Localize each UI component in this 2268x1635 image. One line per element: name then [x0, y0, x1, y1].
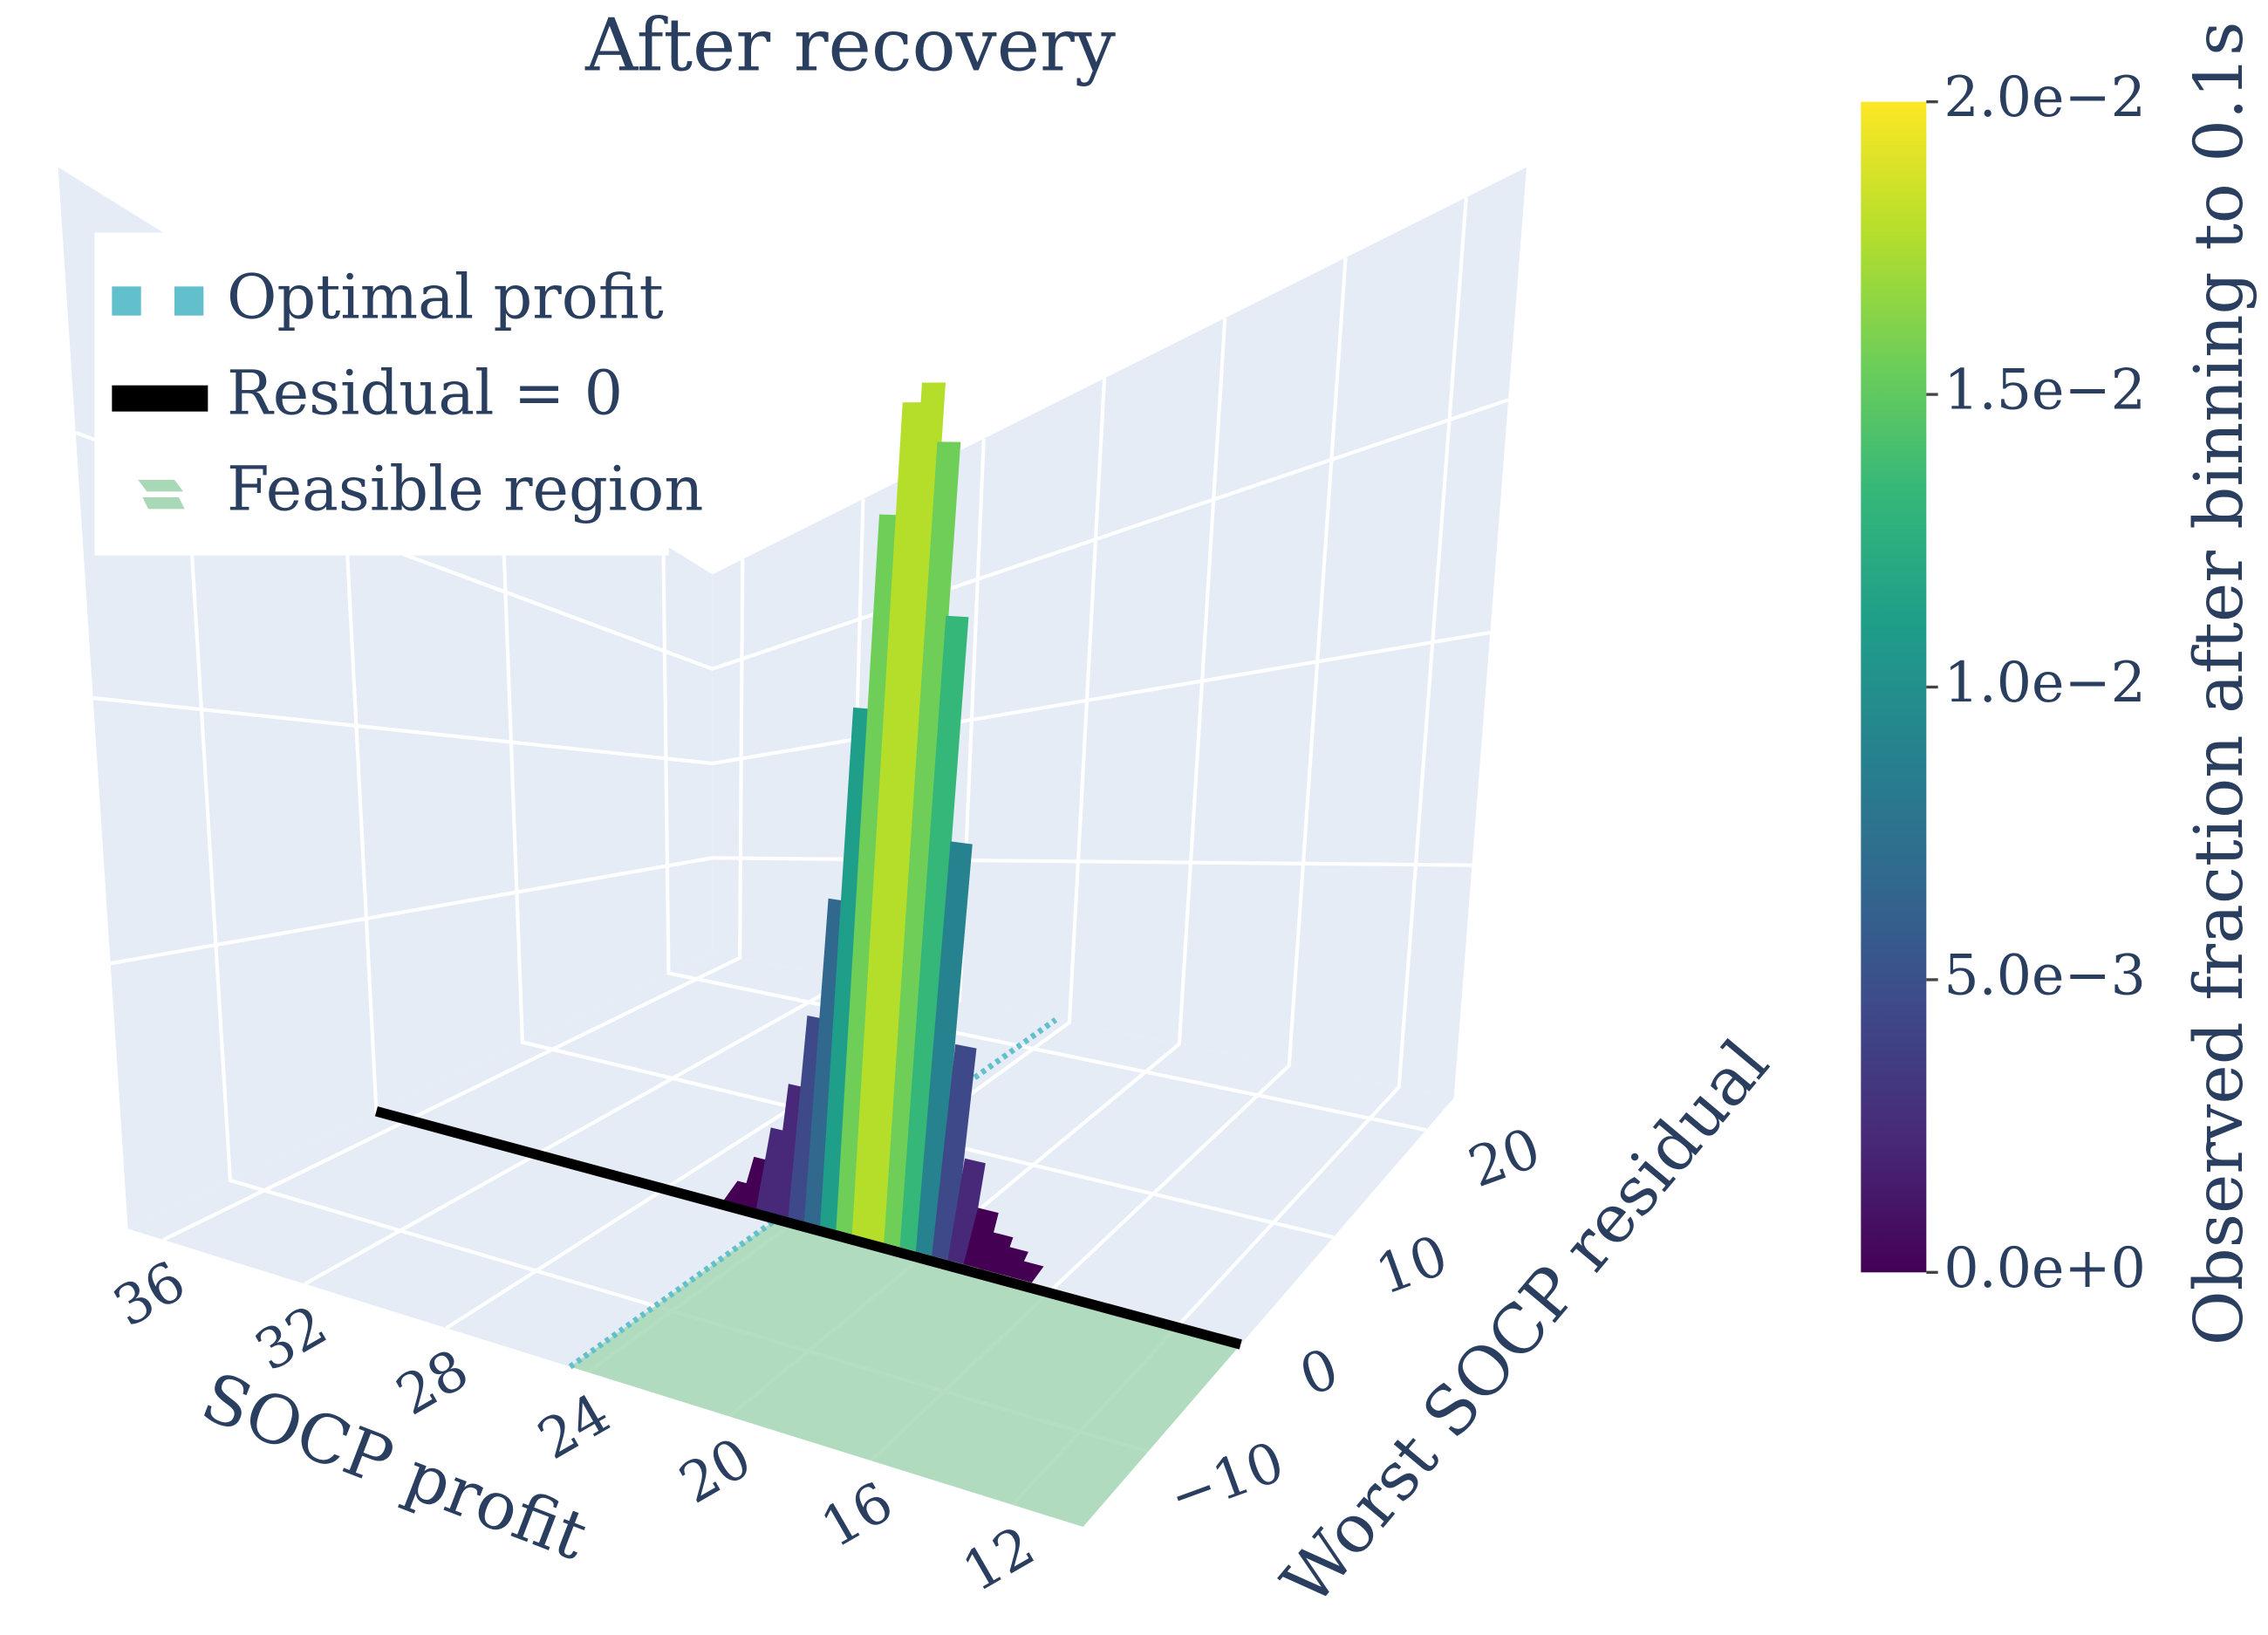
- x-tick-label: 28: [386, 1337, 479, 1427]
- surface-slab: [884, 441, 961, 1248]
- surface-slab: [995, 1246, 1028, 1279]
- residual-zero-line: [374, 1106, 1242, 1350]
- wall-grid-line: [110, 856, 1472, 966]
- surface-slab: [915, 841, 973, 1257]
- y-grid-line: [497, 441, 1335, 1240]
- x-tick-label: 36: [103, 1248, 196, 1339]
- colorbar-tick-label: 1.0e−2: [1944, 650, 2146, 715]
- legend-label: Optimal profit: [227, 262, 664, 333]
- x-tick-label: 16: [810, 1469, 904, 1560]
- legend-label: Feasible region: [227, 454, 703, 525]
- surface-slab: [947, 1158, 986, 1266]
- wall-grid-line: [92, 630, 1491, 766]
- colorbar-title: Observed fraction after binning to 0.1s: [2181, 21, 2258, 1345]
- colorbar-bar: [1861, 101, 1927, 1273]
- x-axis-title: SOCP profit: [192, 1358, 598, 1576]
- surface-slab: [932, 1043, 977, 1262]
- legend: Optimal profit Residual = 0 Feasible regio…: [112, 262, 703, 525]
- surface-slab: [1011, 1261, 1044, 1283]
- legend-symbol: [112, 385, 208, 412]
- surface-slab: [979, 1232, 1014, 1275]
- surface-slab: [963, 1207, 999, 1270]
- surface-slab: [899, 615, 969, 1253]
- feasible-region: [570, 1219, 1241, 1527]
- y-tick-label: 10: [1368, 1222, 1456, 1307]
- x-tick-label: 20: [669, 1425, 762, 1515]
- x-tick-label: 12: [952, 1513, 1045, 1604]
- colorbar: 0.0e+0 5.0e−3 1.0e−2 1.5e−2 2.0e−2: [1861, 65, 2146, 1300]
- colorbar-tick-label: 5.0e−3: [1944, 942, 2146, 1007]
- y-grid-line: [661, 544, 1427, 1132]
- legend-label: Residual = 0: [227, 358, 623, 429]
- x-grid-line: [445, 438, 986, 1330]
- colorbar-tick-label: 2.0e−2: [1944, 65, 2146, 129]
- colorbar-tick-label: 0.0e+0: [1944, 1235, 2146, 1300]
- x-grid-line: [162, 559, 745, 1242]
- y-tick-label: −10: [1160, 1429, 1292, 1529]
- surface-slab: [868, 382, 946, 1244]
- chart-title: After recovery: [584, 3, 1116, 87]
- scene: [58, 167, 1527, 1527]
- legend-symbol: [138, 480, 185, 510]
- legend-symbol: [112, 286, 141, 316]
- colorbar-tick-label: 1.5e−2: [1944, 358, 2146, 422]
- legend-symbol: [174, 286, 204, 316]
- x-tick-label: 24: [527, 1381, 620, 1472]
- y-tick-label: 20: [1460, 1115, 1548, 1200]
- y-tick-label: 0: [1291, 1336, 1346, 1408]
- x-tick-label: 32: [244, 1292, 338, 1383]
